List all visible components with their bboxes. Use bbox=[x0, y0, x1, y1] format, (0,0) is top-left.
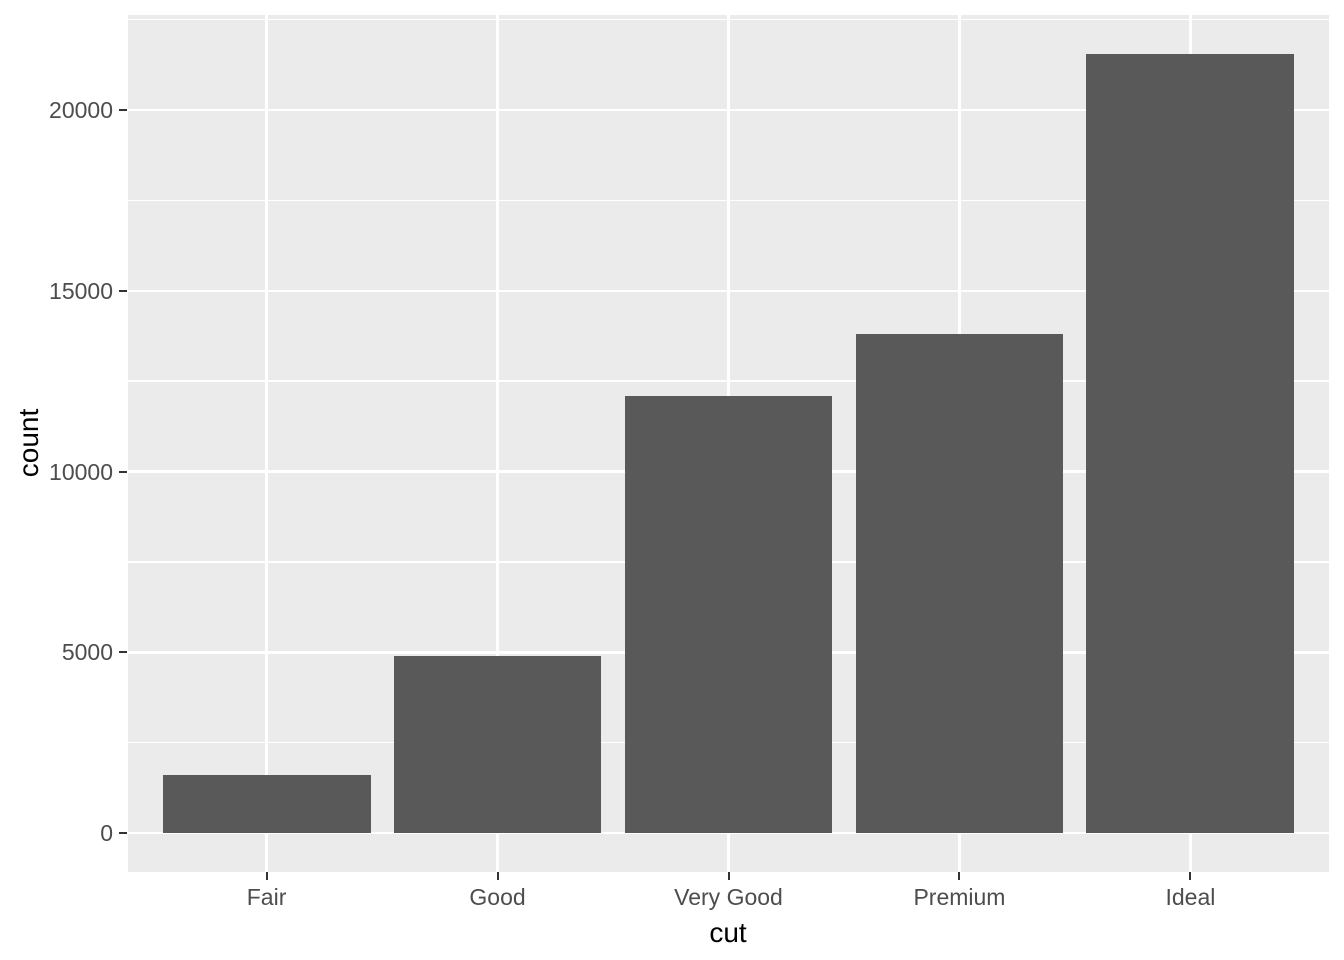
major-gridline-vertical bbox=[496, 15, 499, 872]
x-tick-mark bbox=[265, 872, 268, 880]
y-tick-mark bbox=[119, 470, 127, 473]
y-tick-label: 20000 bbox=[49, 97, 113, 124]
x-tick-label: Premium bbox=[913, 884, 1006, 910]
bar-fair bbox=[162, 774, 371, 834]
y-tick-mark bbox=[119, 832, 127, 835]
x-tick-label: Fair bbox=[246, 884, 287, 910]
bar-good bbox=[393, 655, 602, 834]
x-tick-mark bbox=[1189, 872, 1192, 880]
y-tick-label: 0 bbox=[100, 820, 113, 847]
x-tick-mark bbox=[958, 872, 961, 880]
x-tick-mark bbox=[496, 872, 499, 880]
bar-very-good bbox=[624, 396, 833, 834]
x-axis-title: cut bbox=[709, 917, 747, 948]
plot-panel bbox=[128, 15, 1329, 872]
x-tick-label: Very Good bbox=[674, 884, 783, 910]
bar-ideal bbox=[1086, 53, 1295, 834]
x-tick-mark bbox=[727, 872, 730, 880]
x-tick-label: Ideal bbox=[1165, 884, 1216, 910]
major-gridline-vertical bbox=[265, 15, 268, 872]
bar-premium bbox=[855, 334, 1064, 834]
y-tick-mark bbox=[119, 109, 127, 112]
y-tick-label: 15000 bbox=[49, 277, 113, 304]
y-tick-mark bbox=[119, 289, 127, 292]
y-tick-mark bbox=[119, 651, 127, 654]
y-axis-title: count bbox=[13, 408, 44, 478]
y-tick-label: 10000 bbox=[49, 458, 113, 485]
x-tick-label: Good bbox=[469, 884, 526, 910]
y-tick-label: 5000 bbox=[61, 639, 113, 666]
